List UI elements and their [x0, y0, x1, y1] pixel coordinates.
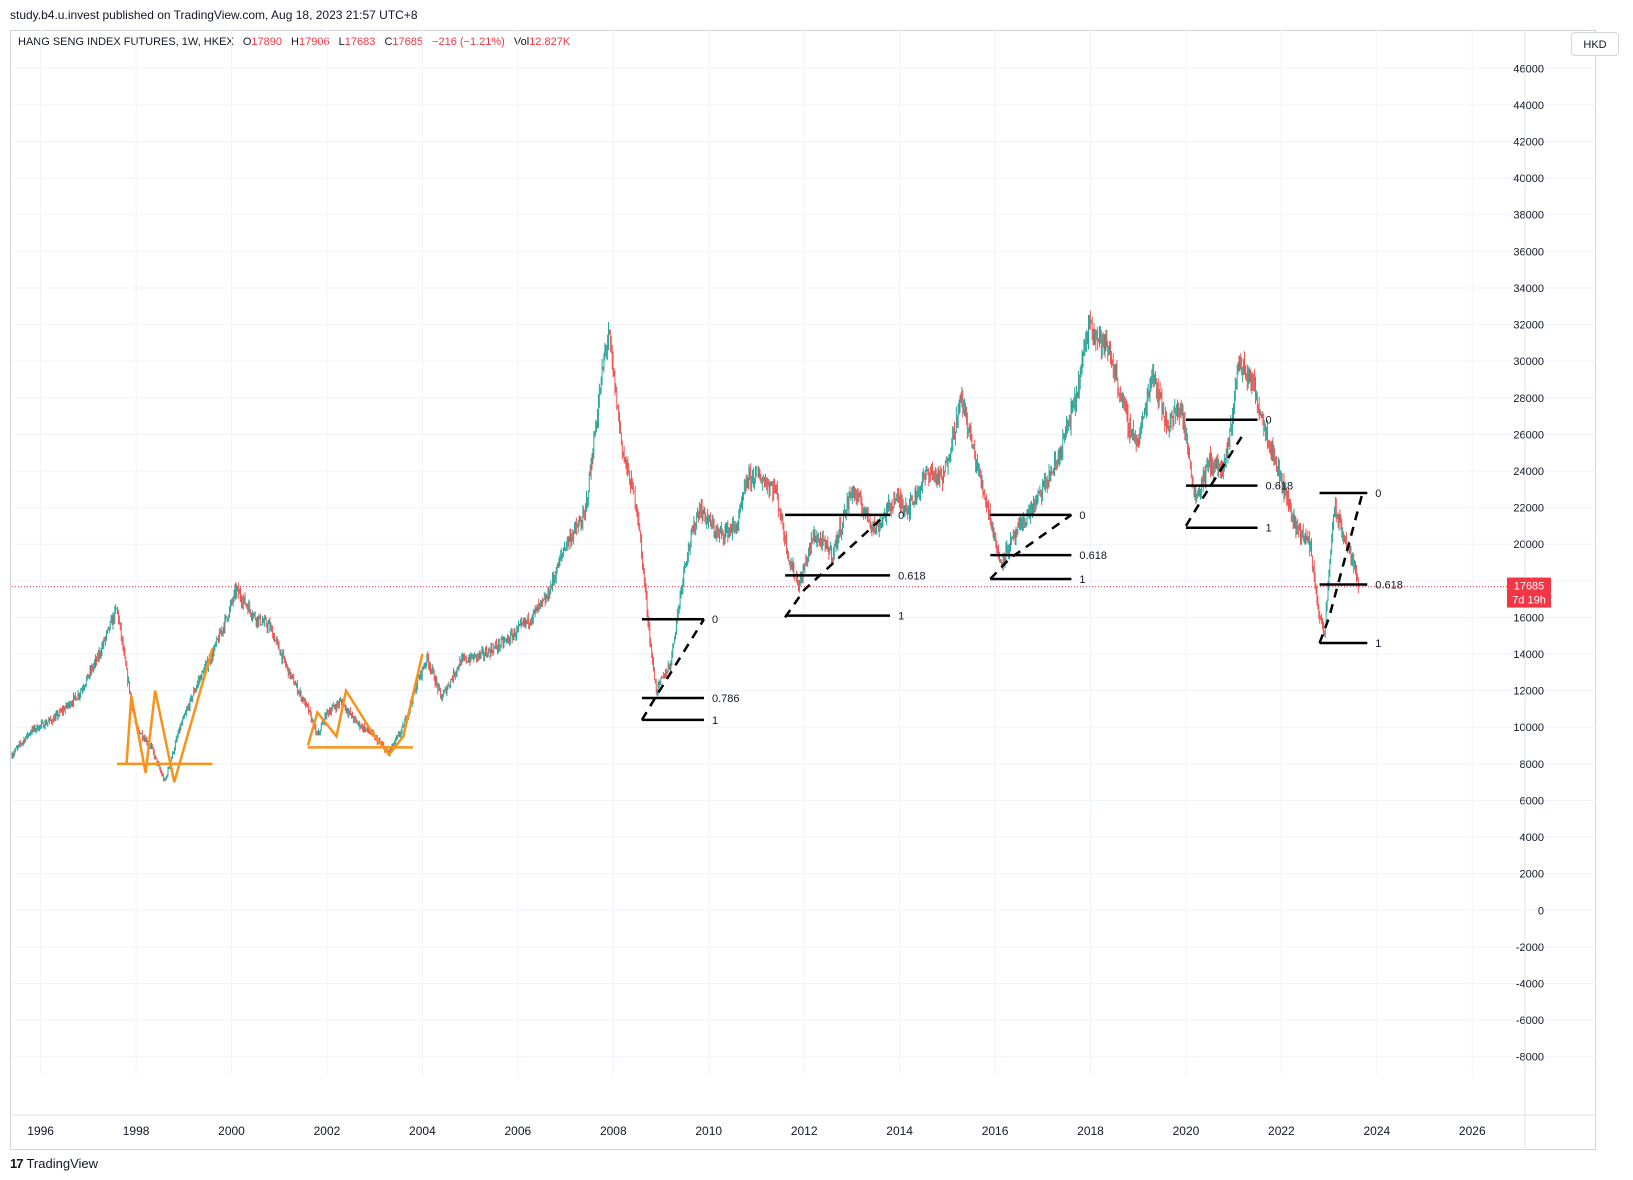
x-tick-label: 2006 [504, 1124, 531, 1138]
symbol-name[interactable]: HANG SENG INDEX FUTURES, 1W, HKEX [18, 36, 234, 48]
price-countdown: 7d 19h [1512, 595, 1546, 607]
change-value: −216 (−1.21%) [432, 36, 505, 48]
x-tick-label: 1996 [27, 1124, 54, 1138]
fib-level-label: 1 [1266, 523, 1272, 535]
x-tick-label: 2018 [1077, 1124, 1104, 1138]
y-tick-label: 0 [1538, 905, 1544, 917]
fib-level-label: 1 [1375, 638, 1381, 650]
y-tick-label: 4000 [1520, 832, 1544, 844]
fib-level-label: 0.618 [1266, 481, 1294, 493]
y-tick-label: 2000 [1520, 869, 1544, 881]
y-tick-label: 46000 [1513, 63, 1544, 75]
low-label: L [338, 36, 345, 48]
low-value: 17683 [344, 36, 376, 48]
x-tick-label: 2024 [1363, 1124, 1390, 1138]
tradingview-logo-icon: 17 [10, 1156, 24, 1171]
fib-level-label: 0.618 [1375, 579, 1403, 591]
x-tick-label: 1998 [123, 1124, 150, 1138]
open-label: O [242, 36, 252, 48]
y-tick-label: -4000 [1516, 978, 1544, 990]
fib-level-label: 0.618 [1079, 550, 1107, 562]
y-tick-label: 14000 [1513, 649, 1544, 661]
y-tick-label: 40000 [1513, 173, 1544, 185]
y-tick-label: 20000 [1513, 539, 1544, 551]
y-tick-label: 36000 [1513, 246, 1544, 258]
y-tick-label: -2000 [1516, 942, 1544, 954]
w-pattern-line [125, 648, 214, 783]
x-tick-label: 2010 [695, 1124, 722, 1138]
x-tick-label: 2016 [982, 1124, 1009, 1138]
y-tick-label: 28000 [1513, 393, 1544, 405]
y-tick-label: 30000 [1513, 356, 1544, 368]
y-tick-label: 26000 [1513, 429, 1544, 441]
footer-brand[interactable]: TradingView [26, 1156, 99, 1171]
w-pattern-line [306, 653, 424, 757]
open-value: 17890 [251, 36, 282, 48]
fib-level-label: 0 [712, 614, 718, 626]
symbol-legend: HANG SENG INDEX FUTURES, 1W, HKEX O17890… [18, 36, 570, 48]
fib-trend-line [1184, 433, 1245, 527]
fib-level-label: 0 [1079, 510, 1085, 522]
y-tick-label: -8000 [1516, 1052, 1544, 1064]
y-tick-label: 34000 [1513, 283, 1544, 295]
candles [11, 310, 1359, 782]
y-tick-label: 12000 [1513, 686, 1544, 698]
last-price-tag [1507, 577, 1551, 608]
x-tick-label: 2020 [1173, 1124, 1200, 1138]
last-price-value: 17685 [1514, 581, 1545, 593]
fib-level-label: 0.618 [898, 570, 926, 582]
chart-frame[interactable] [10, 30, 1596, 1150]
fib-level-label: 1 [712, 715, 718, 727]
x-tick-label: 2008 [600, 1124, 627, 1138]
fib-level-label: 0 [1266, 415, 1272, 427]
y-tick-label: 16000 [1513, 612, 1544, 624]
close-value: 17685 [392, 36, 423, 48]
fib-trend-line [784, 513, 887, 619]
x-tick-label: 2000 [218, 1124, 245, 1138]
y-tick-label: -6000 [1516, 1015, 1544, 1027]
y-tick-label: 42000 [1513, 137, 1544, 149]
fib-level-label: 1 [1079, 574, 1085, 586]
y-tick-label: 22000 [1513, 503, 1544, 515]
volume-value: 12.827K [529, 36, 571, 48]
y-tick-label: 10000 [1513, 722, 1544, 734]
fib-trend-line [640, 618, 706, 721]
footer: 17 TradingView [10, 1156, 98, 1171]
publish-line: study.b4.u.invest published on TradingVi… [10, 8, 418, 22]
fib-level-label: 0 [898, 510, 904, 522]
x-tick-label: 2012 [791, 1124, 818, 1138]
y-tick-label: 24000 [1513, 466, 1544, 478]
x-tick-label: 2022 [1268, 1124, 1295, 1138]
high-value: 17906 [299, 36, 330, 48]
y-tick-label: 38000 [1513, 210, 1544, 222]
fib-level-label: 0 [1375, 488, 1381, 500]
fib-trend-line [1318, 492, 1364, 644]
y-tick-label: 6000 [1520, 795, 1544, 807]
currency-button[interactable]: HKD [1571, 32, 1619, 56]
fib-level-label: 1 [898, 611, 904, 623]
x-tick-label: 2002 [314, 1124, 341, 1138]
high-label: H [291, 36, 299, 48]
fib-level-label: 0.786 [712, 693, 740, 705]
y-tick-label: 32000 [1513, 320, 1544, 332]
x-tick-label: 2014 [886, 1124, 913, 1138]
close-label: C [384, 36, 393, 48]
y-tick-label: 44000 [1513, 100, 1544, 112]
y-tick-label: 8000 [1520, 759, 1544, 771]
x-tick-label: 2004 [409, 1124, 436, 1138]
x-tick-label: 2026 [1459, 1124, 1486, 1138]
